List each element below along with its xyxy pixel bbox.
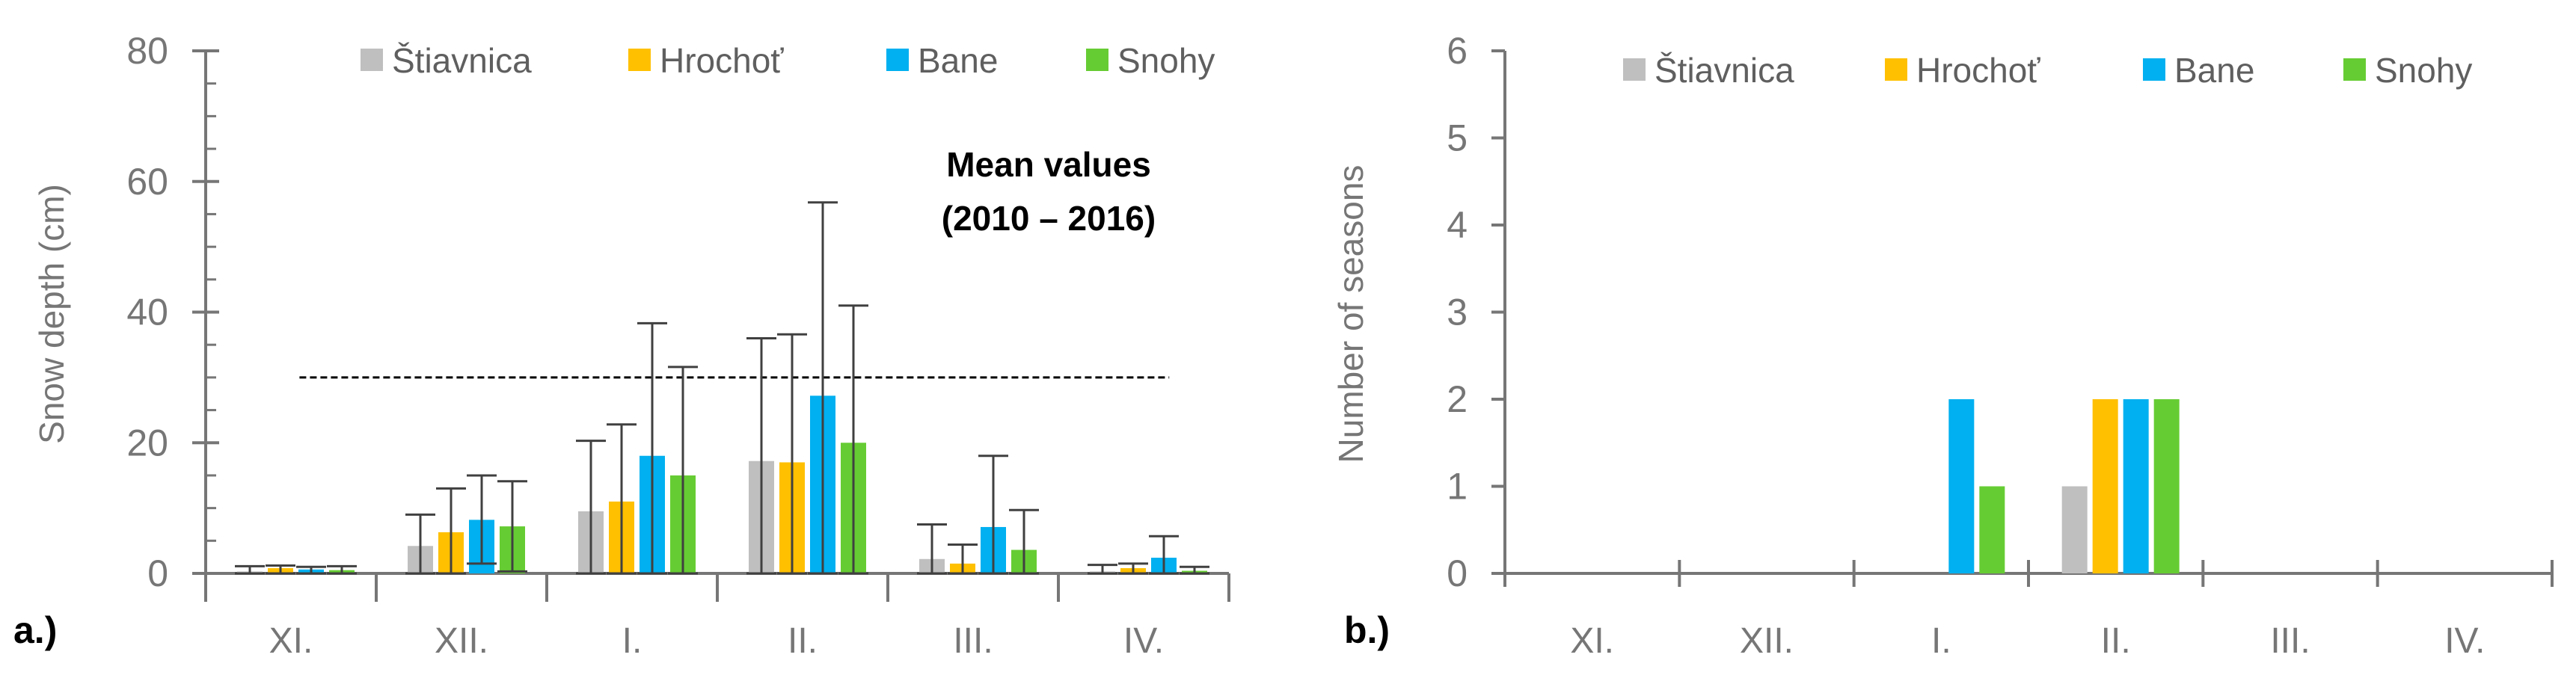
legend-label-hrochot: Hrochoť bbox=[660, 41, 784, 80]
legend-swatch-hrochot bbox=[628, 49, 651, 71]
x-tick-label: XII. bbox=[1740, 621, 1794, 661]
x-tick-label: III. bbox=[2270, 621, 2310, 661]
legend-swatch-bane bbox=[886, 49, 909, 71]
bar-bane-3 bbox=[2123, 399, 2149, 573]
bar-bane-2 bbox=[1948, 399, 1975, 573]
bar-stiavnica-3 bbox=[2061, 486, 2088, 573]
chart-panel-b: 0 1 2 3 4 5 6 XI. XII. I. II. III. IV. Number of seas… bbox=[1331, 30, 2554, 661]
bar-snohy-3 bbox=[2153, 399, 2180, 573]
legend-label-stiavnica: Štiavnica bbox=[1655, 51, 1794, 90]
annotation-title: Mean values bbox=[946, 145, 1151, 184]
y-tick-label: 80 bbox=[126, 30, 168, 72]
x-tick-label: XI. bbox=[1570, 621, 1614, 661]
x-tick-label: IV. bbox=[1123, 621, 1164, 661]
bar-snohy-2 bbox=[1979, 486, 2005, 573]
legend-label-hrochot: Hrochoť bbox=[1916, 51, 2040, 90]
x-tick-label: II. bbox=[2101, 621, 2131, 661]
bar-hrochot-3 bbox=[2092, 399, 2118, 573]
y-tick-label: 5 bbox=[1447, 117, 1468, 159]
y-tick-label: 0 bbox=[1447, 552, 1468, 594]
y-tick-label: 4 bbox=[1447, 204, 1468, 246]
y-tick-label: 2 bbox=[1447, 378, 1468, 420]
panel-label: b.) bbox=[1344, 609, 1390, 651]
annotation-period: (2010 – 2016) bbox=[942, 199, 1156, 238]
legend-swatch-bane bbox=[2143, 58, 2165, 81]
x-tick-label: IV. bbox=[2444, 621, 2485, 661]
x-tick-label: I. bbox=[1931, 621, 1951, 661]
legend-swatch-hrochot bbox=[1885, 58, 1907, 81]
y-tick-label: 60 bbox=[126, 161, 168, 203]
y-tick-label: 1 bbox=[1447, 466, 1468, 508]
legend-swatch-snohy bbox=[2343, 58, 2366, 81]
x-tick-label: III. bbox=[953, 621, 993, 661]
x-tick-label: XII. bbox=[435, 621, 488, 661]
legend-label-stiavnica: Štiavnica bbox=[392, 41, 532, 80]
x-tick-label: I. bbox=[622, 621, 643, 661]
y-tick-label: 6 bbox=[1447, 30, 1468, 72]
legend-label-snohy: Snohy bbox=[1117, 41, 1215, 80]
legend-label-bane: Bane bbox=[918, 41, 998, 80]
chart-panel-a: 0 20 40 60 80 XI. XII. I. II. III. IV. Snow depth (… bbox=[13, 30, 1230, 661]
legend-swatch-snohy bbox=[1086, 49, 1108, 71]
y-axis-label: Number of seasons bbox=[1331, 165, 1370, 464]
legend-label-bane: Bane bbox=[2174, 51, 2254, 90]
panel-label: a.) bbox=[13, 609, 57, 651]
x-tick-label: XI. bbox=[269, 621, 313, 661]
legend-swatch-stiavnica bbox=[1623, 58, 1646, 81]
x-tick-label: II. bbox=[788, 621, 818, 661]
y-axis-label: Snow depth (cm) bbox=[32, 184, 71, 444]
legend-label-snohy: Snohy bbox=[2375, 51, 2472, 90]
y-tick-label: 40 bbox=[126, 292, 168, 333]
y-tick-label: 20 bbox=[126, 422, 168, 464]
y-tick-label: 0 bbox=[147, 552, 168, 594]
legend-swatch-stiavnica bbox=[361, 49, 383, 71]
y-tick-label: 3 bbox=[1447, 292, 1468, 333]
